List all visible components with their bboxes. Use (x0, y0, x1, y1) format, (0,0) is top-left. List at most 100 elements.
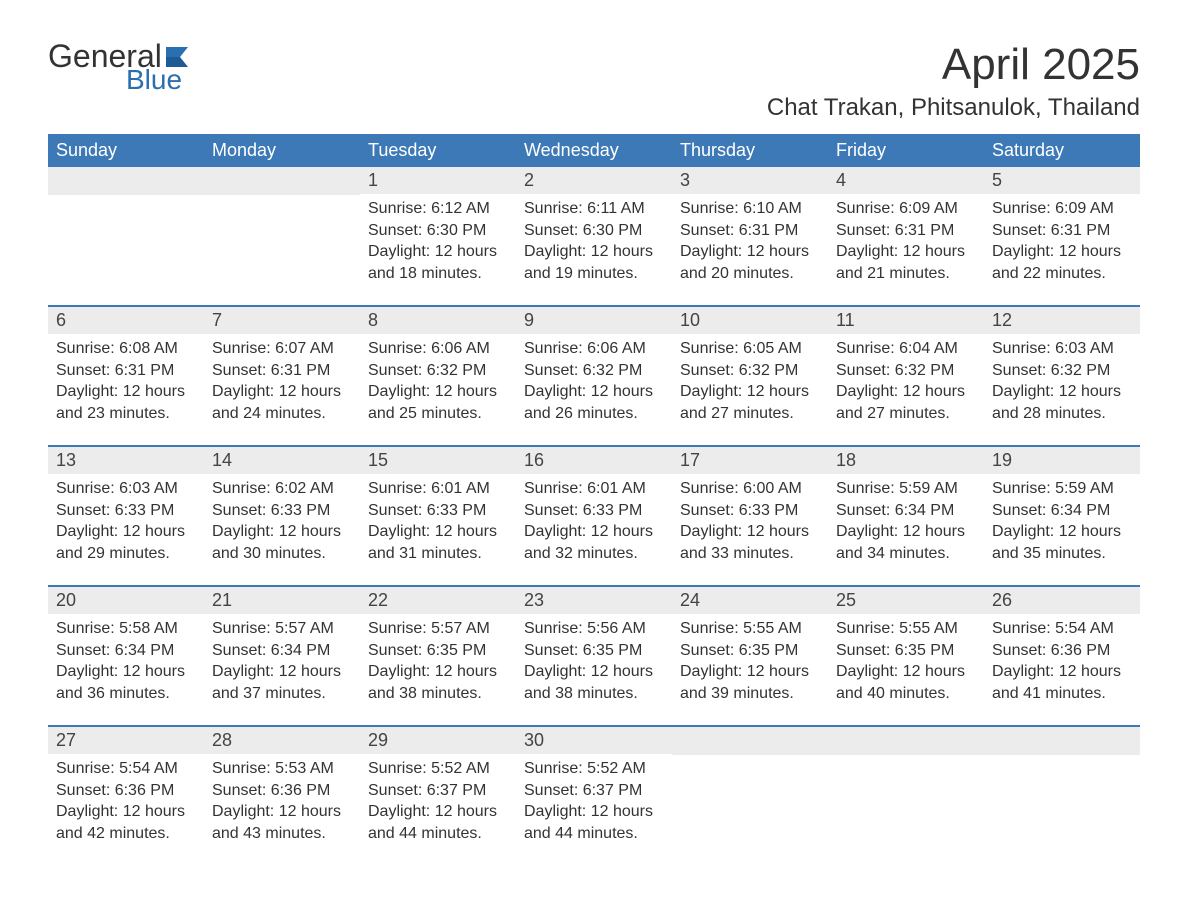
day-number: 16 (516, 447, 672, 474)
sunrise-line: Sunrise: 5:52 AM (524, 758, 664, 780)
daylight-line: Daylight: 12 hours and 22 minutes. (992, 241, 1132, 284)
day-body: Sunrise: 5:55 AMSunset: 6:35 PMDaylight:… (672, 614, 828, 712)
title-block: April 2025 Chat Trakan, Phitsanulok, Tha… (767, 40, 1140, 122)
sunset-line: Sunset: 6:36 PM (992, 640, 1132, 662)
sunset-line: Sunset: 6:31 PM (56, 360, 196, 382)
sunset-line: Sunset: 6:33 PM (524, 500, 664, 522)
day-number: 17 (672, 447, 828, 474)
day-body: Sunrise: 5:57 AMSunset: 6:35 PMDaylight:… (360, 614, 516, 712)
day-cell: 9Sunrise: 6:06 AMSunset: 6:32 PMDaylight… (516, 307, 672, 439)
day-cell: 10Sunrise: 6:05 AMSunset: 6:32 PMDayligh… (672, 307, 828, 439)
day-number (984, 727, 1140, 755)
sunset-line: Sunset: 6:31 PM (680, 220, 820, 242)
weekday-header: Tuesday (360, 134, 516, 167)
daylight-line: Daylight: 12 hours and 29 minutes. (56, 521, 196, 564)
day-number (828, 727, 984, 755)
daylight-line: Daylight: 12 hours and 26 minutes. (524, 381, 664, 424)
day-cell: 22Sunrise: 5:57 AMSunset: 6:35 PMDayligh… (360, 587, 516, 719)
sunset-line: Sunset: 6:33 PM (680, 500, 820, 522)
day-body: Sunrise: 5:53 AMSunset: 6:36 PMDaylight:… (204, 754, 360, 852)
day-body: Sunrise: 6:01 AMSunset: 6:33 PMDaylight:… (360, 474, 516, 572)
day-cell: 7Sunrise: 6:07 AMSunset: 6:31 PMDaylight… (204, 307, 360, 439)
sunset-line: Sunset: 6:35 PM (368, 640, 508, 662)
sunset-line: Sunset: 6:32 PM (368, 360, 508, 382)
weekday-header: Thursday (672, 134, 828, 167)
sunset-line: Sunset: 6:37 PM (524, 780, 664, 802)
day-number: 27 (48, 727, 204, 754)
daylight-line: Daylight: 12 hours and 33 minutes. (680, 521, 820, 564)
day-body: Sunrise: 6:09 AMSunset: 6:31 PMDaylight:… (984, 194, 1140, 292)
day-number: 1 (360, 167, 516, 194)
sunrise-line: Sunrise: 6:03 AM (56, 478, 196, 500)
day-cell: 3Sunrise: 6:10 AMSunset: 6:31 PMDaylight… (672, 167, 828, 299)
day-body: Sunrise: 6:07 AMSunset: 6:31 PMDaylight:… (204, 334, 360, 432)
sunrise-line: Sunrise: 5:52 AM (368, 758, 508, 780)
daylight-line: Daylight: 12 hours and 38 minutes. (368, 661, 508, 704)
day-body: Sunrise: 6:04 AMSunset: 6:32 PMDaylight:… (828, 334, 984, 432)
day-number: 28 (204, 727, 360, 754)
sunrise-line: Sunrise: 6:01 AM (368, 478, 508, 500)
day-number: 2 (516, 167, 672, 194)
sunrise-line: Sunrise: 6:03 AM (992, 338, 1132, 360)
day-cell: 27Sunrise: 5:54 AMSunset: 6:36 PMDayligh… (48, 727, 204, 859)
sunset-line: Sunset: 6:33 PM (212, 500, 352, 522)
daylight-line: Daylight: 12 hours and 34 minutes. (836, 521, 976, 564)
daylight-line: Daylight: 12 hours and 31 minutes. (368, 521, 508, 564)
sunset-line: Sunset: 6:31 PM (212, 360, 352, 382)
day-body: Sunrise: 5:52 AMSunset: 6:37 PMDaylight:… (360, 754, 516, 852)
week-row: 20Sunrise: 5:58 AMSunset: 6:34 PMDayligh… (48, 585, 1140, 719)
day-number (672, 727, 828, 755)
sunset-line: Sunset: 6:32 PM (836, 360, 976, 382)
brand-blue-text: Blue (126, 66, 202, 94)
day-body: Sunrise: 5:59 AMSunset: 6:34 PMDaylight:… (828, 474, 984, 572)
week-row: 1Sunrise: 6:12 AMSunset: 6:30 PMDaylight… (48, 167, 1140, 299)
sunrise-line: Sunrise: 5:58 AM (56, 618, 196, 640)
brand-logo: General Blue (48, 40, 202, 94)
day-body: Sunrise: 6:11 AMSunset: 6:30 PMDaylight:… (516, 194, 672, 292)
sunset-line: Sunset: 6:32 PM (992, 360, 1132, 382)
sunrise-line: Sunrise: 6:05 AM (680, 338, 820, 360)
sunset-line: Sunset: 6:31 PM (836, 220, 976, 242)
month-title: April 2025 (767, 40, 1140, 90)
daylight-line: Daylight: 12 hours and 25 minutes. (368, 381, 508, 424)
sunset-line: Sunset: 6:37 PM (368, 780, 508, 802)
daylight-line: Daylight: 12 hours and 27 minutes. (836, 381, 976, 424)
sunset-line: Sunset: 6:30 PM (524, 220, 664, 242)
flag-icon (166, 47, 202, 67)
day-number: 15 (360, 447, 516, 474)
day-cell: 30Sunrise: 5:52 AMSunset: 6:37 PMDayligh… (516, 727, 672, 859)
daylight-line: Daylight: 12 hours and 39 minutes. (680, 661, 820, 704)
sunset-line: Sunset: 6:34 PM (836, 500, 976, 522)
sunrise-line: Sunrise: 5:56 AM (524, 618, 664, 640)
sunrise-line: Sunrise: 6:09 AM (836, 198, 976, 220)
day-body: Sunrise: 6:10 AMSunset: 6:31 PMDaylight:… (672, 194, 828, 292)
daylight-line: Daylight: 12 hours and 18 minutes. (368, 241, 508, 284)
daylight-line: Daylight: 12 hours and 44 minutes. (368, 801, 508, 844)
day-body: Sunrise: 5:56 AMSunset: 6:35 PMDaylight:… (516, 614, 672, 712)
day-number: 24 (672, 587, 828, 614)
day-body: Sunrise: 6:12 AMSunset: 6:30 PMDaylight:… (360, 194, 516, 292)
day-cell: 17Sunrise: 6:00 AMSunset: 6:33 PMDayligh… (672, 447, 828, 579)
daylight-line: Daylight: 12 hours and 32 minutes. (524, 521, 664, 564)
sunset-line: Sunset: 6:30 PM (368, 220, 508, 242)
sunrise-line: Sunrise: 5:54 AM (992, 618, 1132, 640)
day-cell (48, 167, 204, 299)
day-number (204, 167, 360, 195)
daylight-line: Daylight: 12 hours and 40 minutes. (836, 661, 976, 704)
day-number: 20 (48, 587, 204, 614)
day-body: Sunrise: 5:54 AMSunset: 6:36 PMDaylight:… (984, 614, 1140, 712)
day-cell: 24Sunrise: 5:55 AMSunset: 6:35 PMDayligh… (672, 587, 828, 719)
day-number: 13 (48, 447, 204, 474)
day-cell (984, 727, 1140, 859)
weekday-header: Sunday (48, 134, 204, 167)
sunset-line: Sunset: 6:34 PM (56, 640, 196, 662)
daylight-line: Daylight: 12 hours and 21 minutes. (836, 241, 976, 284)
day-cell: 21Sunrise: 5:57 AMSunset: 6:34 PMDayligh… (204, 587, 360, 719)
daylight-line: Daylight: 12 hours and 36 minutes. (56, 661, 196, 704)
day-number: 8 (360, 307, 516, 334)
daylight-line: Daylight: 12 hours and 42 minutes. (56, 801, 196, 844)
day-cell: 15Sunrise: 6:01 AMSunset: 6:33 PMDayligh… (360, 447, 516, 579)
day-body: Sunrise: 6:05 AMSunset: 6:32 PMDaylight:… (672, 334, 828, 432)
sunrise-line: Sunrise: 6:02 AM (212, 478, 352, 500)
day-number: 14 (204, 447, 360, 474)
